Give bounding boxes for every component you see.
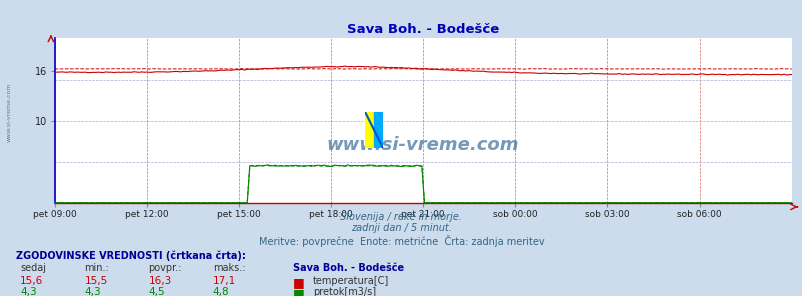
Text: 15,5: 15,5 — [84, 276, 107, 286]
Text: Meritve: povprečne  Enote: metrične  Črta: zadnja meritev: Meritve: povprečne Enote: metrične Črta:… — [258, 235, 544, 247]
Bar — [365, 112, 374, 148]
Text: sedaj: sedaj — [20, 263, 46, 274]
Bar — [374, 112, 383, 148]
Text: 16,3: 16,3 — [148, 276, 172, 286]
Text: povpr.:: povpr.: — [148, 263, 182, 274]
Title: Sava Boh. - Bodešče: Sava Boh. - Bodešče — [346, 23, 499, 36]
Text: 4,8: 4,8 — [213, 287, 229, 296]
Text: 17,1: 17,1 — [213, 276, 236, 286]
Text: zadnji dan / 5 minut.: zadnji dan / 5 minut. — [350, 223, 452, 234]
Text: www.si-vreme.com: www.si-vreme.com — [326, 136, 519, 154]
Text: Slovenija / reke in morje.: Slovenija / reke in morje. — [340, 212, 462, 222]
Text: ZGODOVINSKE VREDNOSTI (črtkana črta):: ZGODOVINSKE VREDNOSTI (črtkana črta): — [16, 250, 245, 260]
Text: 4,5: 4,5 — [148, 287, 165, 296]
Text: maks.:: maks.: — [213, 263, 245, 274]
Text: min.:: min.: — [84, 263, 109, 274]
Text: Sava Boh. - Bodešče: Sava Boh. - Bodešče — [293, 263, 403, 274]
Text: www.si-vreme.com: www.si-vreme.com — [6, 83, 11, 142]
Text: 4,3: 4,3 — [84, 287, 101, 296]
Text: pretok[m3/s]: pretok[m3/s] — [313, 287, 376, 296]
Text: ■: ■ — [293, 276, 305, 289]
Text: 15,6: 15,6 — [20, 276, 43, 286]
Text: temperatura[C]: temperatura[C] — [313, 276, 389, 286]
Text: ■: ■ — [293, 287, 305, 296]
Text: 4,3: 4,3 — [20, 287, 37, 296]
